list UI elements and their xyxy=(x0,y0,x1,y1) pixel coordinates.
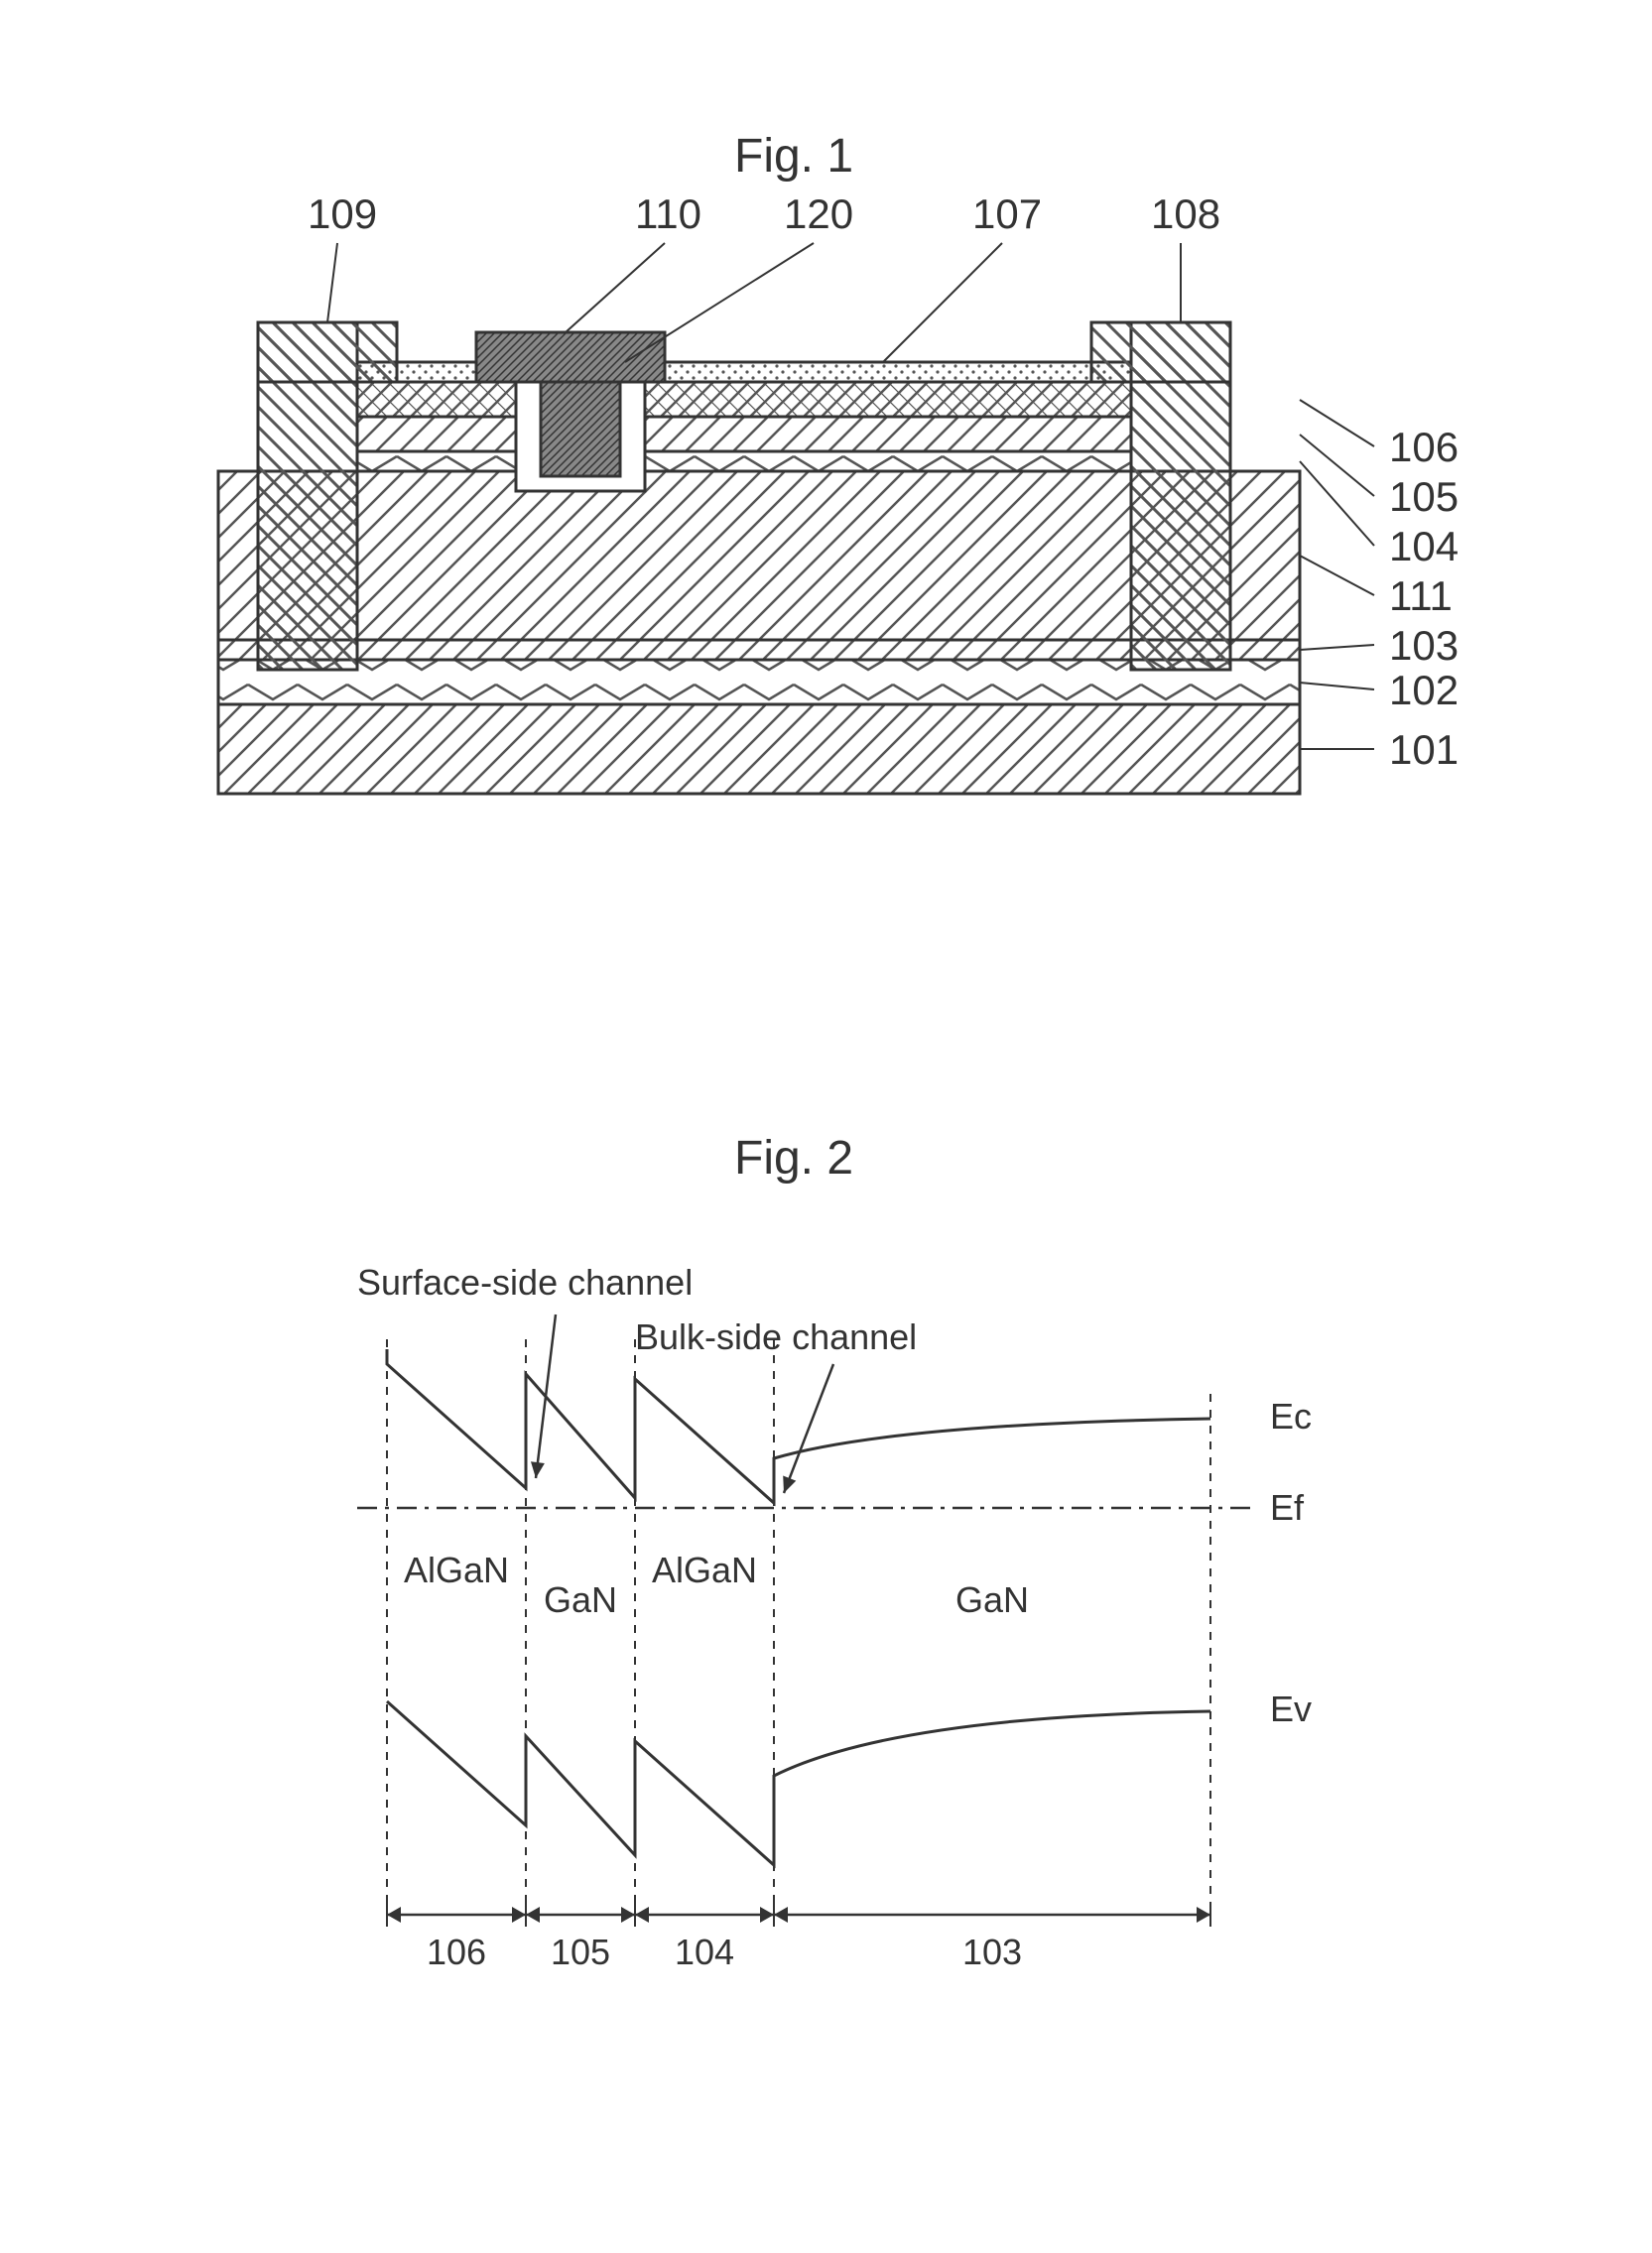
label-120: 120 xyxy=(784,190,853,237)
label-110: 110 xyxy=(635,190,701,237)
electrode-109-cap xyxy=(258,322,397,382)
arrowhead-right-105 xyxy=(621,1907,635,1923)
label-107: 107 xyxy=(972,190,1042,237)
label-106: 106 xyxy=(1389,424,1459,470)
gate-top xyxy=(476,332,665,382)
ec-curve xyxy=(387,1349,1210,1503)
surface-channel-lead xyxy=(536,1314,556,1478)
label-108: 108 xyxy=(1151,190,1220,237)
region-label-104: 104 xyxy=(675,1932,734,1972)
arrowhead-left-105 xyxy=(526,1907,540,1923)
fig1-title: Fig. 1 xyxy=(734,129,853,184)
label-105: 105 xyxy=(1389,473,1459,520)
label-Ec: Ec xyxy=(1270,1396,1312,1437)
arrowhead-right-104 xyxy=(760,1907,774,1923)
arrowhead-right-103 xyxy=(1197,1907,1210,1923)
layer-105 xyxy=(357,417,1131,451)
region-label-105: 105 xyxy=(551,1932,610,1972)
layer-107 xyxy=(357,362,1131,382)
layer-106 xyxy=(357,382,1131,417)
label-111: 111 xyxy=(1389,572,1453,619)
label-101: 101 xyxy=(1389,726,1459,773)
material-103: GaN xyxy=(955,1579,1029,1620)
layer-104 xyxy=(357,451,1131,471)
material-104: AlGaN xyxy=(652,1550,757,1590)
material-106: AlGaN xyxy=(404,1550,509,1590)
page: Fig. 1 xyxy=(0,0,1652,2253)
label-109: 109 xyxy=(308,190,377,237)
material-105: GaN xyxy=(544,1579,617,1620)
bulk-channel-lead xyxy=(784,1364,833,1493)
gate-stem xyxy=(541,382,620,476)
label-104: 104 xyxy=(1389,523,1459,569)
label-103: 103 xyxy=(1389,622,1459,669)
fig2-title: Fig. 2 xyxy=(734,1131,853,1186)
arrowhead-left-106 xyxy=(387,1907,401,1923)
electrode-108-cap xyxy=(1091,322,1230,382)
fig1-diagram: 101 102103111104105106 109 110 120 107 108 xyxy=(149,179,1538,893)
surface-channel-arrowhead xyxy=(531,1461,545,1478)
ev-curve xyxy=(387,1701,1210,1865)
label-102: 102 xyxy=(1389,667,1459,713)
label-Ef: Ef xyxy=(1270,1487,1305,1528)
label-bulk-channel: Bulk-side channel xyxy=(635,1316,917,1357)
label-surface-channel: Surface-side channel xyxy=(357,1262,693,1303)
layer-101 xyxy=(218,704,1300,794)
fig2-diagram: Ef Ec Ev AlGaN GaN AlGaN GaN 106 105 104 103 Surfac… xyxy=(298,1220,1439,1994)
region-label-106: 106 xyxy=(427,1932,486,1972)
bulk-channel-arrowhead xyxy=(783,1476,796,1493)
region-label-103: 103 xyxy=(962,1932,1022,1972)
arrowhead-right-106 xyxy=(512,1907,526,1923)
arrowhead-left-104 xyxy=(635,1907,649,1923)
label-Ev: Ev xyxy=(1270,1689,1312,1729)
arrowhead-left-103 xyxy=(774,1907,788,1923)
